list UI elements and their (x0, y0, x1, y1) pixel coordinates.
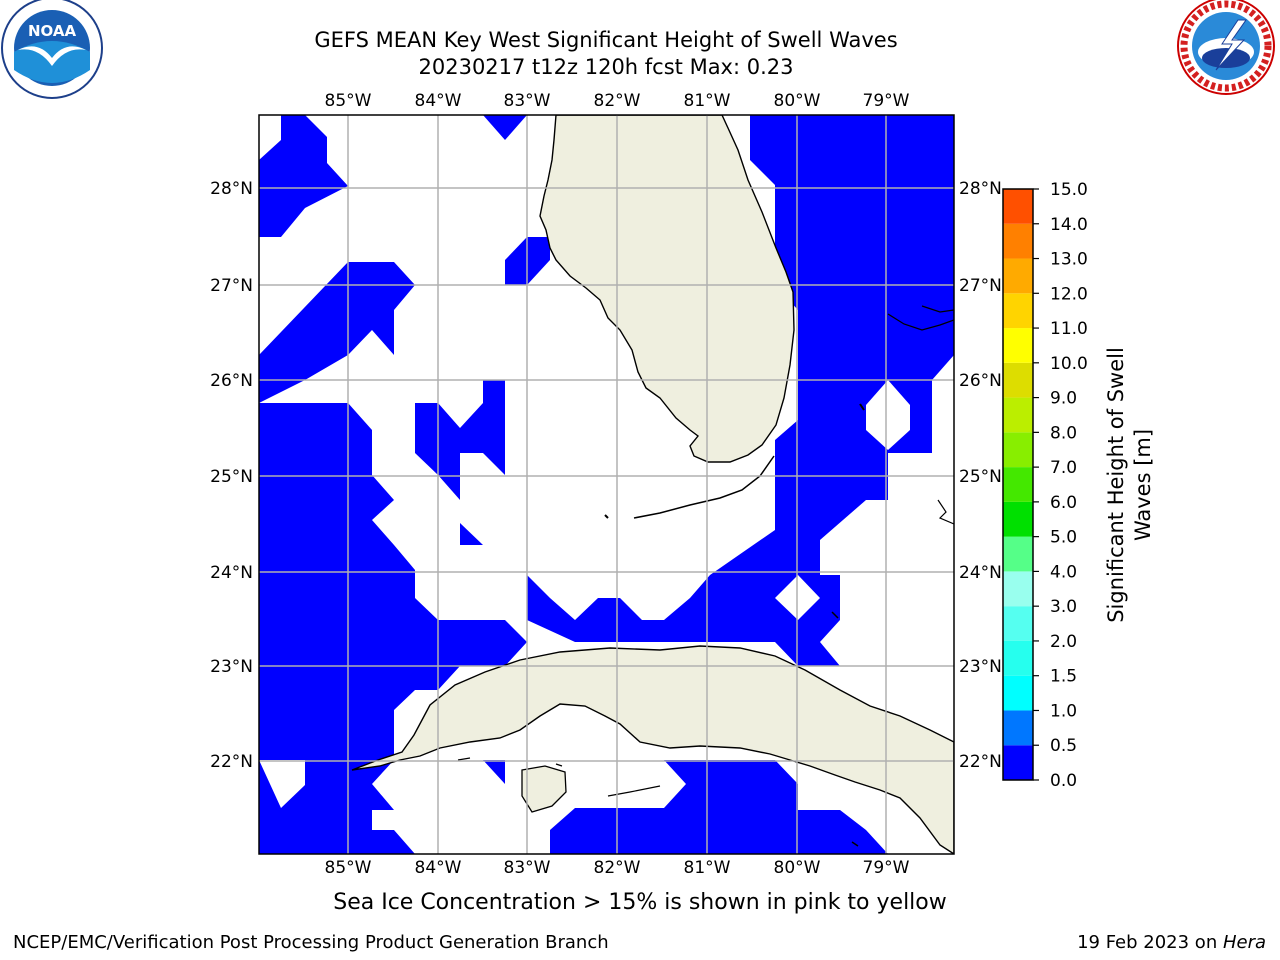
graticule (259, 115, 954, 854)
colorbar-segment (1003, 710, 1033, 746)
colorbar-segment (1003, 293, 1033, 329)
colorbar-segment (1003, 328, 1033, 363)
colorbar-segment (1003, 606, 1033, 641)
colorbar-segment (1003, 571, 1033, 607)
nws-logo (1177, 0, 1275, 95)
lon-label-bottom: 82°W (594, 858, 641, 878)
lon-label-top: 85°W (325, 91, 372, 111)
colorbar-tick-label: 9.0 (1050, 389, 1077, 409)
colorbar-segment (1003, 501, 1033, 537)
lat-label-left: 26°N (210, 371, 253, 391)
colorbar-segment (1003, 189, 1033, 224)
colorbar-tick-label: 0.5 (1050, 736, 1077, 756)
colorbar-tick-label: 5.0 (1050, 528, 1077, 548)
colorbar-tick-label: 15.0 (1050, 180, 1088, 200)
colorbar-tick-label: 2.0 (1050, 632, 1077, 652)
colorbar-tick-label: 4.0 (1050, 562, 1077, 582)
footer-date: 19 Feb 2023 on Hera (1077, 932, 1266, 953)
lat-label-left: 25°N (210, 467, 253, 487)
colorbar-tick-label: 8.0 (1050, 423, 1077, 443)
colorbar-segment (1003, 258, 1033, 294)
lon-label-bottom: 79°W (863, 858, 910, 878)
lat-label-right: 27°N (959, 276, 1002, 296)
lat-label-right: 22°N (959, 752, 1002, 772)
lon-label-bottom: 80°W (774, 858, 821, 878)
lon-label-top: 82°W (594, 91, 641, 111)
lat-label-right: 28°N (959, 179, 1002, 199)
colorbar-tick-label: 1.5 (1050, 667, 1077, 687)
footer-credit: NCEP/EMC/Verification Post Processing Pr… (13, 932, 609, 953)
lat-label-right: 23°N (959, 657, 1002, 677)
colorbar-segment (1003, 223, 1033, 259)
map-title: GEFS MEAN Key West Significant Height of… (314, 28, 898, 52)
lon-label-bottom: 81°W (684, 858, 731, 878)
colorbar-tick-label: 12.0 (1050, 284, 1088, 304)
isla-juventud (521, 765, 567, 813)
noaa-logo-text: NOAA (28, 22, 77, 40)
lat-label-left: 24°N (210, 563, 253, 583)
colorbar-tick-label: 14.0 (1050, 215, 1088, 235)
colorbar-segment (1003, 536, 1033, 572)
florida-land (539, 115, 795, 463)
lat-label-left: 27°N (210, 276, 253, 296)
colorbar-segment (1003, 362, 1033, 398)
colorbar-label-line1: Significant Height of Swell (1104, 347, 1128, 623)
cuba-land (351, 645, 954, 854)
colorbar-segment (1003, 745, 1033, 780)
lon-label-top: 79°W (863, 91, 910, 111)
lat-label-left: 28°N (210, 179, 253, 199)
colorbar-segment (1003, 432, 1033, 468)
sea-ice-note: Sea Ice Concentration > 15% is shown in … (333, 890, 947, 915)
lon-label-bottom: 83°W (504, 858, 551, 878)
colorbar-segment (1003, 640, 1033, 676)
colorbar-tick-label: 7.0 (1050, 458, 1077, 478)
lat-label-right: 24°N (959, 563, 1002, 583)
colorbar-tick-label: 13.0 (1050, 250, 1088, 270)
lon-label-bottom: 85°W (325, 858, 372, 878)
colorbar-label-line2: Waves [m] (1131, 429, 1155, 541)
colorbar-segment (1003, 467, 1033, 502)
colorbar-border (1002, 188, 1034, 781)
colorbar-segment (1003, 397, 1033, 433)
footer-host: Hera (1222, 932, 1266, 953)
colorbar-tick-label: 6.0 (1050, 493, 1077, 513)
noaa-logo: NOAA (1, 0, 103, 99)
lat-label-right: 25°N (959, 467, 1002, 487)
footer-date-text: 19 Feb 2023 on (1077, 932, 1223, 953)
lat-label-right: 26°N (959, 371, 1002, 391)
lat-label-left: 22°N (210, 752, 253, 772)
colorbar-tick-label: 0.0 (1050, 771, 1077, 791)
lat-label-left: 23°N (210, 657, 253, 677)
lon-label-bottom: 84°W (415, 858, 462, 878)
colorbar-tick-label: 3.0 (1050, 597, 1077, 617)
map-subtitle: 20230217 t12z 120h fcst Max: 0.23 (418, 55, 794, 79)
colorbar-segment (1003, 675, 1033, 711)
lon-label-top: 84°W (415, 91, 462, 111)
colorbar-tick-label: 11.0 (1050, 319, 1088, 339)
colorbar: 0.0 0.5 1.0 1.5 2.0 3.0 4.0 5.0 6.0 7.0 8.0 9.0 10.0… (1002, 180, 1088, 791)
lon-label-top: 83°W (504, 91, 551, 111)
lon-label-top: 81°W (684, 91, 731, 111)
lon-label-top: 80°W (774, 91, 821, 111)
colorbar-tick-label: 10.0 (1050, 354, 1088, 374)
colorbar-tick-label: 1.0 (1050, 701, 1077, 721)
